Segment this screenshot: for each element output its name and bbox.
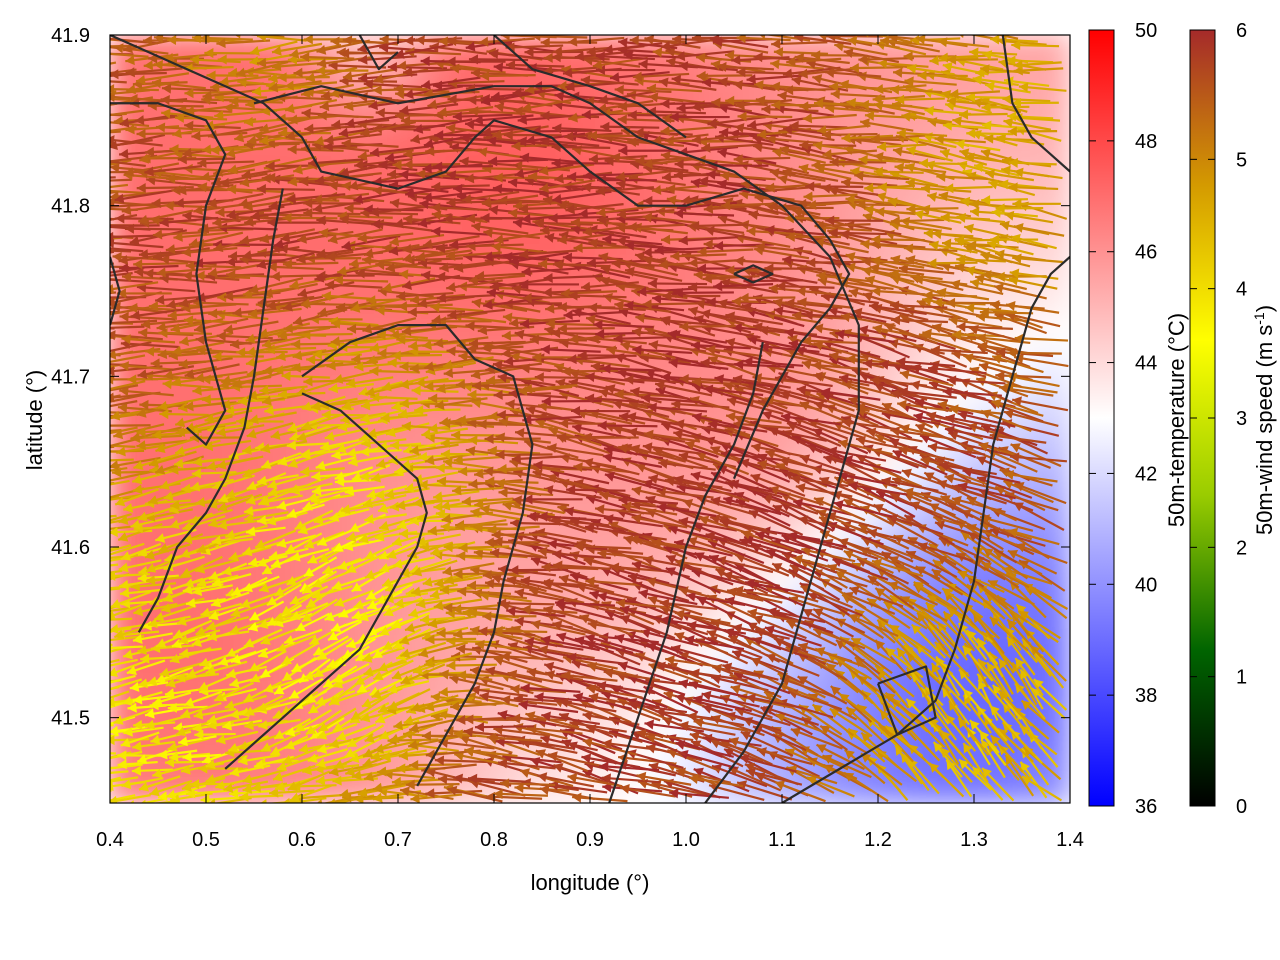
heatmap-cell xyxy=(997,778,1023,803)
x-tick-label: 0.9 xyxy=(576,829,604,851)
wind-arrow xyxy=(110,72,116,75)
colorbar-tick-label: 48 xyxy=(1135,131,1157,153)
colorbar-tick-label: 50 xyxy=(1135,20,1157,42)
colorbar-tick-label: 5 xyxy=(1236,149,1247,171)
wind-colorbar: 0 1 2 3 4 5 6 50m-wind speed (m s-1) xyxy=(1189,20,1277,818)
heatmap-cell xyxy=(1021,250,1047,276)
heatmap-cell xyxy=(1045,730,1070,756)
colorbar-tick-label: 0 xyxy=(1236,796,1247,818)
y-tick-label: 41.9 xyxy=(51,25,90,47)
colorbar-tick-label: 1 xyxy=(1236,667,1247,689)
y-tick-label: 41.5 xyxy=(51,708,90,730)
heatmap-cell xyxy=(1045,346,1070,372)
wind-arrow xyxy=(110,262,115,266)
heatmap-cell xyxy=(1045,490,1070,516)
x-tick-label: 0.8 xyxy=(480,829,508,851)
heatmap-cell xyxy=(1045,466,1070,492)
colorbar-tick-label: 2 xyxy=(1236,537,1247,559)
wind-arrow xyxy=(110,250,115,254)
wind-arrow xyxy=(110,291,117,295)
x-tick-label: 0.5 xyxy=(192,829,220,851)
wind-arrow xyxy=(110,327,115,330)
y-tick-label: 41.6 xyxy=(51,537,90,559)
y-axis-label: latitude (°) xyxy=(22,370,47,471)
heatmap-cell xyxy=(1045,250,1070,276)
y-tick-label: 41.8 xyxy=(51,196,90,218)
heatmap-cell xyxy=(1045,706,1070,732)
heatmap-cell xyxy=(1045,778,1070,803)
heatmap-cell xyxy=(1045,610,1070,636)
wind-arrow xyxy=(110,141,115,145)
temperature-colorbar: 36 38 40 42 44 46 48 50 50m-temperature (°C) xyxy=(1088,20,1189,818)
heatmap-cell xyxy=(877,178,903,204)
heatmap-cell xyxy=(1021,35,1047,60)
x-tick-label: 1.3 xyxy=(960,829,988,851)
wind-arrow xyxy=(110,643,113,647)
heatmap-cell xyxy=(133,178,159,204)
wind-arrow xyxy=(110,61,117,65)
colorbar-tick-label: 46 xyxy=(1135,242,1157,264)
colorbar-tick-label: 42 xyxy=(1135,463,1157,485)
colorbar-tick-label: 40 xyxy=(1135,574,1157,596)
y-tick-label: 41.7 xyxy=(51,366,90,388)
x-tick-label: 1.2 xyxy=(864,829,892,851)
colorbar-tick-label: 3 xyxy=(1236,408,1247,430)
heatmap-cell xyxy=(517,226,543,252)
wind-colorbar-label: 50m-wind speed (m s-1) xyxy=(1251,305,1277,535)
plot-area: 0.4 0.5 0.6 0.7 0.8 0.9 1.0 1.1 1.2 1.3 1.4 41.5 41… xyxy=(51,25,1084,851)
colorbar-tick-label: 6 xyxy=(1236,20,1247,42)
heatmap-cell xyxy=(1045,226,1070,252)
wind-arrow xyxy=(110,176,116,179)
temperature-colorbar-label: 50m-temperature (°C) xyxy=(1164,313,1189,527)
x-tick-label: 1.1 xyxy=(768,829,796,851)
wind-arrow xyxy=(110,789,112,792)
x-tick-label: 1.0 xyxy=(672,829,700,851)
wind-arrow xyxy=(110,482,115,485)
temperature-colorbar-gradient xyxy=(1088,29,1115,807)
colorbar-tick-label: 4 xyxy=(1236,279,1247,301)
colorbar-tick-label: 38 xyxy=(1135,685,1157,707)
heatmap-cell xyxy=(1045,418,1070,444)
x-tick-label: 0.4 xyxy=(96,829,124,851)
wind-arrow xyxy=(110,102,118,106)
wind-arrow xyxy=(110,90,117,93)
x-tick-label: 1.4 xyxy=(1056,829,1084,851)
heatmap-cell xyxy=(1045,35,1070,60)
wind-arrow xyxy=(110,278,117,281)
heatmap-cell xyxy=(1045,562,1070,588)
heatmap-cell xyxy=(1045,178,1070,204)
colorbar-tick-label: 36 xyxy=(1135,796,1157,818)
colorbar-tick-label: 44 xyxy=(1135,353,1157,375)
wind-arrow xyxy=(110,336,116,340)
x-tick-label: 0.7 xyxy=(384,829,412,851)
x-tick-label: 0.6 xyxy=(288,829,316,851)
wind-arrow xyxy=(110,445,115,449)
x-axis-label: longitude (°) xyxy=(531,870,650,895)
wind-arrow xyxy=(110,613,114,617)
